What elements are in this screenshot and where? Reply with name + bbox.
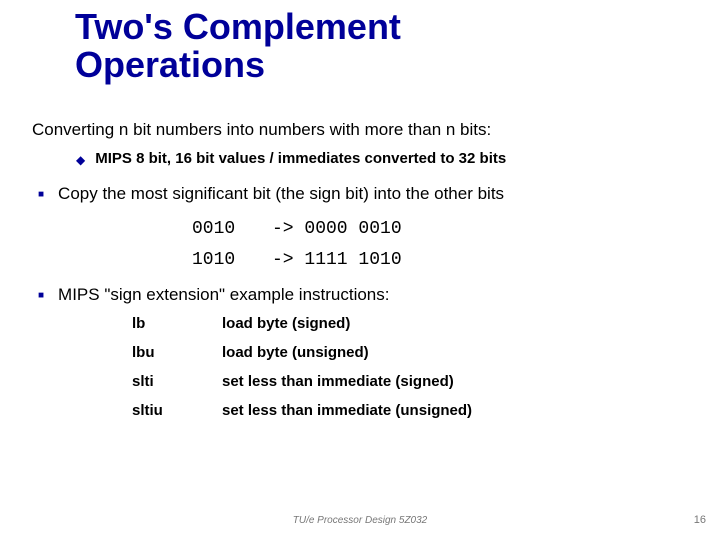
description: set less than immediate (unsigned) xyxy=(222,402,472,419)
table-row: lb load byte (signed) xyxy=(132,315,688,332)
mips-note-row: ◆ MIPS 8 bit, 16 bit values / immediates… xyxy=(76,150,688,170)
mnemonic: lb xyxy=(132,315,222,332)
slide: Two's Complement Operations Converting n… xyxy=(0,0,720,540)
description: load byte (unsigned) xyxy=(222,344,369,361)
diamond-bullet-icon: ◆ xyxy=(76,150,85,170)
title-line-2: Operations xyxy=(75,44,265,85)
bit-example-block: 0010 -> 0000 0010 1010 -> 1111 1010 xyxy=(192,214,688,275)
bit-dst-1: -> 0000 0010 xyxy=(272,214,402,245)
slide-title: Two's Complement Operations xyxy=(75,8,401,84)
instruction-table: lb load byte (signed) lbu load byte (uns… xyxy=(132,315,688,419)
copy-bit-text: Copy the most significant bit (the sign … xyxy=(58,184,504,204)
square-bullet-icon: ■ xyxy=(38,184,44,206)
bit-dst-2: -> 1111 1010 xyxy=(272,245,402,276)
mips-note-text: MIPS 8 bit, 16 bit values / immediates c… xyxy=(95,150,506,167)
mnemonic: slti xyxy=(132,373,222,390)
footer-center: TU/e Processor Design 5Z032 xyxy=(0,515,720,526)
mnemonic: lbu xyxy=(132,344,222,361)
intro-line: Converting n bit numbers into numbers wi… xyxy=(32,120,688,140)
slide-body: Converting n bit numbers into numbers wi… xyxy=(32,120,688,431)
copy-bit-row: ■ Copy the most significant bit (the sig… xyxy=(38,184,688,206)
bit-src-2: 1010 xyxy=(192,245,272,276)
bit-example-row-1: 0010 -> 0000 0010 xyxy=(192,214,688,245)
description: set less than immediate (signed) xyxy=(222,373,454,390)
bit-example-row-2: 1010 -> 1111 1010 xyxy=(192,245,688,276)
mnemonic: sltiu xyxy=(132,402,222,419)
title-line-1: Two's Complement xyxy=(75,6,401,47)
bit-src-1: 0010 xyxy=(192,214,272,245)
square-bullet-icon: ■ xyxy=(38,285,44,307)
table-row: slti set less than immediate (signed) xyxy=(132,373,688,390)
table-row: sltiu set less than immediate (unsigned) xyxy=(132,402,688,419)
sign-ext-row: ■ MIPS "sign extension" example instruct… xyxy=(38,285,688,307)
description: load byte (signed) xyxy=(222,315,350,332)
sign-ext-text: MIPS "sign extension" example instructio… xyxy=(58,285,389,305)
table-row: lbu load byte (unsigned) xyxy=(132,344,688,361)
page-number: 16 xyxy=(694,514,706,526)
